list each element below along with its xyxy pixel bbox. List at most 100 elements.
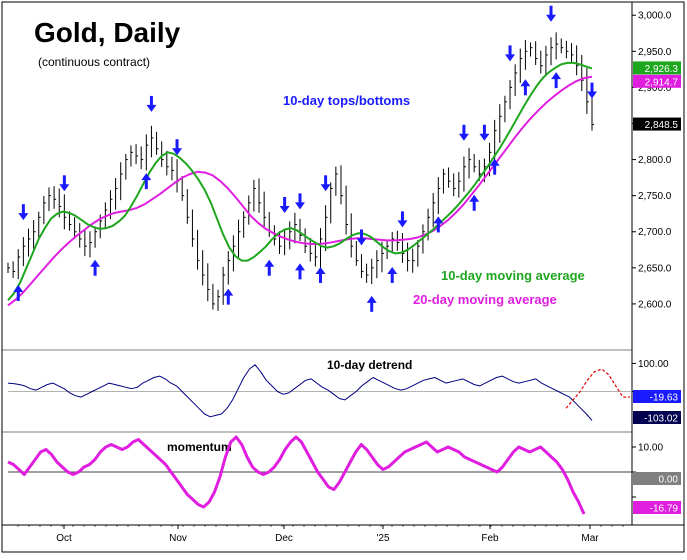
arrow-head: [505, 54, 516, 62]
x-tick-label: Oct: [56, 533, 72, 544]
arrow-head: [546, 14, 557, 22]
close-value-badge: 2,848.5: [633, 117, 681, 131]
up-arrow-icon: [264, 259, 275, 276]
arrow-head: [433, 216, 444, 224]
up-arrow-icon: [223, 288, 234, 305]
momentum-tick-label: 10.00: [638, 443, 663, 454]
down-arrow-icon: [505, 45, 516, 62]
annotation-ma20: 20-day moving average: [413, 292, 557, 307]
momentum-value-badge: -16.79: [633, 501, 681, 515]
arrow-head: [551, 72, 562, 80]
x-tick-label: '25: [376, 533, 389, 544]
arrow-head: [479, 133, 490, 141]
badge-label: -19.63: [650, 393, 679, 404]
down-arrow-icon: [59, 175, 70, 192]
arrow-head: [279, 205, 290, 213]
momentum-label: momentum: [167, 440, 232, 454]
down-arrow-icon: [172, 139, 183, 156]
price-tick-label: 2,700.0: [638, 227, 672, 238]
down-arrow-icon: [279, 196, 290, 213]
arrow-head: [90, 259, 101, 267]
ma10-line: [7, 61, 593, 301]
arrow-head: [458, 133, 469, 141]
badge-label: 2,914.7: [645, 77, 679, 88]
detrend-value-badge: -19.63: [633, 390, 681, 404]
badge-label: 2,926.3: [645, 64, 679, 75]
arrow-head: [489, 158, 500, 166]
arrow-head: [320, 184, 331, 192]
up-arrow-icon: [387, 266, 398, 283]
arrow-head: [469, 194, 480, 202]
price-tick-label: 2,750.0: [638, 191, 672, 202]
arrow-head: [295, 263, 305, 271]
up-arrow-icon: [90, 259, 101, 276]
price-bars: [7, 32, 594, 311]
annotation-ma10: 10-day moving average: [441, 268, 585, 283]
detrend-label: 10-day detrend: [327, 358, 412, 372]
arrow-head: [13, 285, 24, 292]
badge-label: -103.02: [644, 414, 678, 425]
up-arrow-icon: [366, 295, 377, 312]
ma10-value-badge: 2,926.3: [633, 61, 681, 75]
down-arrow-icon: [18, 204, 29, 221]
badge-bg: [633, 411, 681, 424]
arrow-head: [264, 259, 275, 267]
up-arrow-icon: [141, 173, 152, 190]
arrow-head: [315, 266, 326, 274]
price-tick-label: 2,650.0: [638, 263, 672, 274]
up-arrow-icon: [489, 158, 500, 175]
detrend-line: [7, 364, 593, 421]
badge-label: 0.00: [659, 475, 679, 486]
up-arrow-icon: [551, 72, 562, 89]
badge-bg: [633, 61, 681, 75]
down-arrow-icon: [479, 124, 490, 141]
price-tick-label: 2,600.0: [638, 299, 672, 310]
down-arrow-icon: [146, 95, 157, 112]
price-tick-label: 3,000.0: [638, 11, 672, 22]
price-tick-label: 2,800.0: [638, 155, 672, 166]
badge-label: -16.79: [650, 504, 679, 515]
badge-bg: [633, 390, 681, 403]
up-arrow-icon: [315, 266, 326, 283]
badge-bg: [633, 74, 681, 88]
chart-title: Gold, Daily: [34, 17, 181, 48]
arrow-head: [366, 295, 377, 303]
up-arrow-icon: [433, 216, 444, 233]
chart-subtitle: (continuous contract): [38, 55, 150, 69]
x-axis: Oct Nov Dec '25 Feb Mar: [17, 525, 624, 544]
arrow-head: [141, 173, 152, 181]
arrow-head: [520, 79, 531, 87]
x-tick-label: Nov: [169, 533, 187, 544]
arrow-head: [172, 148, 183, 156]
detrend-panel: 100.00: [7, 359, 669, 421]
annotation-tops-bottoms: 10-day tops/bottoms: [283, 93, 410, 108]
badge-bg: [633, 501, 681, 514]
cycle-arrows: [13, 5, 597, 312]
down-arrow-icon: [546, 5, 557, 22]
down-arrow-icon: [356, 229, 367, 246]
up-arrow-icon: [469, 194, 480, 211]
arrow-head: [295, 202, 305, 210]
arrow-head: [387, 266, 398, 274]
arrow-head: [59, 184, 70, 192]
momentum-line: [7, 435, 586, 515]
badge-label: 2,848.5: [645, 120, 679, 131]
arrow-head: [397, 220, 408, 228]
down-arrow-icon: [587, 82, 597, 99]
price-tick-label: 2,900.0: [638, 83, 672, 94]
down-arrow-icon: [397, 211, 408, 228]
price-tick-label: 2,950.0: [638, 47, 672, 58]
arrow-head: [146, 104, 157, 112]
arrow-head: [587, 91, 597, 99]
badge-bg: [633, 117, 681, 131]
value-badges: 2,926.3 2,914.7 2,848.5 -19.63 -103.02 0.00 -1…: [633, 61, 681, 515]
up-arrow-icon: [13, 285, 24, 301]
price-axis: 2,600.02,650.02,700.02,750.02,800.02,850…: [632, 11, 672, 310]
detrend-projection-badge: -103.02: [633, 411, 681, 425]
detrend-tick-label: 100.00: [638, 359, 669, 370]
badge-bg: [633, 472, 681, 485]
detrend-projection-line: [565, 368, 631, 409]
momentum-zero-badge: 0.00: [633, 472, 681, 486]
